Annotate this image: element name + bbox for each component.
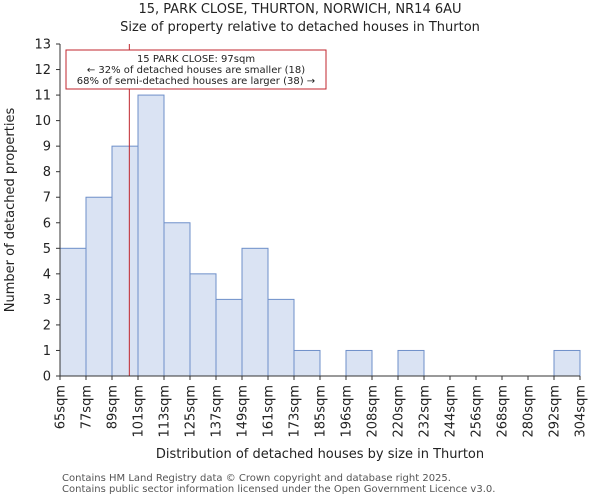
x-tick-label: 280sqm <box>522 385 537 438</box>
y-tick-label: 7 <box>43 191 51 206</box>
bar-196sqm <box>345 349 373 377</box>
footer-licence: Contains public sector information licen… <box>62 484 496 495</box>
x-tick-label: 65sqm <box>54 385 69 429</box>
bar-292sqm <box>553 349 581 377</box>
y-tick-label: 12 <box>34 63 51 78</box>
x-tick-label: 149sqm <box>236 385 251 438</box>
x-tick-label: 256sqm <box>470 385 485 438</box>
bar-137sqm <box>215 298 243 377</box>
x-tick-label: 161sqm <box>262 385 277 438</box>
y-tick-label: 11 <box>34 89 51 104</box>
annotation-line-2: ← 32% of detached houses are smaller (18… <box>87 65 305 76</box>
y-tick-label: 9 <box>43 140 51 155</box>
x-tick-label: 244sqm <box>444 385 459 438</box>
annotation-line-1: 15 PARK CLOSE: 97sqm <box>137 54 255 65</box>
bar-220sqm <box>397 349 425 377</box>
y-tick-label: 0 <box>43 370 51 385</box>
x-tick-label: 232sqm <box>418 385 433 438</box>
x-tick-label: 77sqm <box>80 385 95 429</box>
y-tick-label: 3 <box>43 293 51 308</box>
x-tick-label: 125sqm <box>184 385 199 438</box>
bar-161sqm <box>267 298 295 377</box>
x-tick-label: 268sqm <box>496 385 511 438</box>
y-axis-label: Number of detached properties <box>3 108 18 313</box>
y-tick-label: 8 <box>43 165 51 180</box>
y-tick-label: 13 <box>34 38 51 53</box>
annotation-line-3: 68% of semi-detached houses are larger (… <box>77 76 315 87</box>
x-tick-label: 185sqm <box>314 385 329 438</box>
bar-149sqm <box>241 247 269 377</box>
x-tick-label: 292sqm <box>548 385 563 438</box>
bar-101sqm <box>137 94 165 377</box>
bar-65sqm <box>59 247 87 377</box>
x-tick-label: 137sqm <box>210 385 225 438</box>
x-tick-label: 89sqm <box>106 385 121 429</box>
x-axis-label: Distribution of detached houses by size … <box>156 447 484 462</box>
x-tick-label: 196sqm <box>340 385 355 438</box>
y-tick-label: 5 <box>43 242 51 257</box>
chart-title: 15, PARK CLOSE, THURTON, NORWICH, NR14 6… <box>138 2 462 17</box>
x-tick-label: 101sqm <box>132 385 147 438</box>
x-tick-label: 113sqm <box>158 385 173 438</box>
chart-subtitle: Size of property relative to detached ho… <box>120 20 480 35</box>
bar-77sqm <box>85 196 113 377</box>
x-tick-label: 208sqm <box>366 385 381 438</box>
annotation-box: 15 PARK CLOSE: 97sqm ← 32% of detached h… <box>65 49 327 90</box>
x-tick-label: 304sqm <box>574 385 589 438</box>
y-tick-label: 10 <box>34 114 51 129</box>
x-tick-label: 173sqm <box>288 385 303 438</box>
bar-173sqm <box>293 349 321 377</box>
y-tick-label: 2 <box>43 318 51 333</box>
y-tick-label: 4 <box>43 267 51 282</box>
bar-89sqm <box>111 145 139 377</box>
y-tick-label: 1 <box>43 344 51 359</box>
footer-copyright: Contains HM Land Registry data © Crown c… <box>62 473 451 484</box>
y-tick-label: 6 <box>43 216 51 231</box>
bar-113sqm <box>163 222 191 377</box>
bar-125sqm <box>189 273 217 377</box>
x-tick-label: 220sqm <box>392 385 407 438</box>
